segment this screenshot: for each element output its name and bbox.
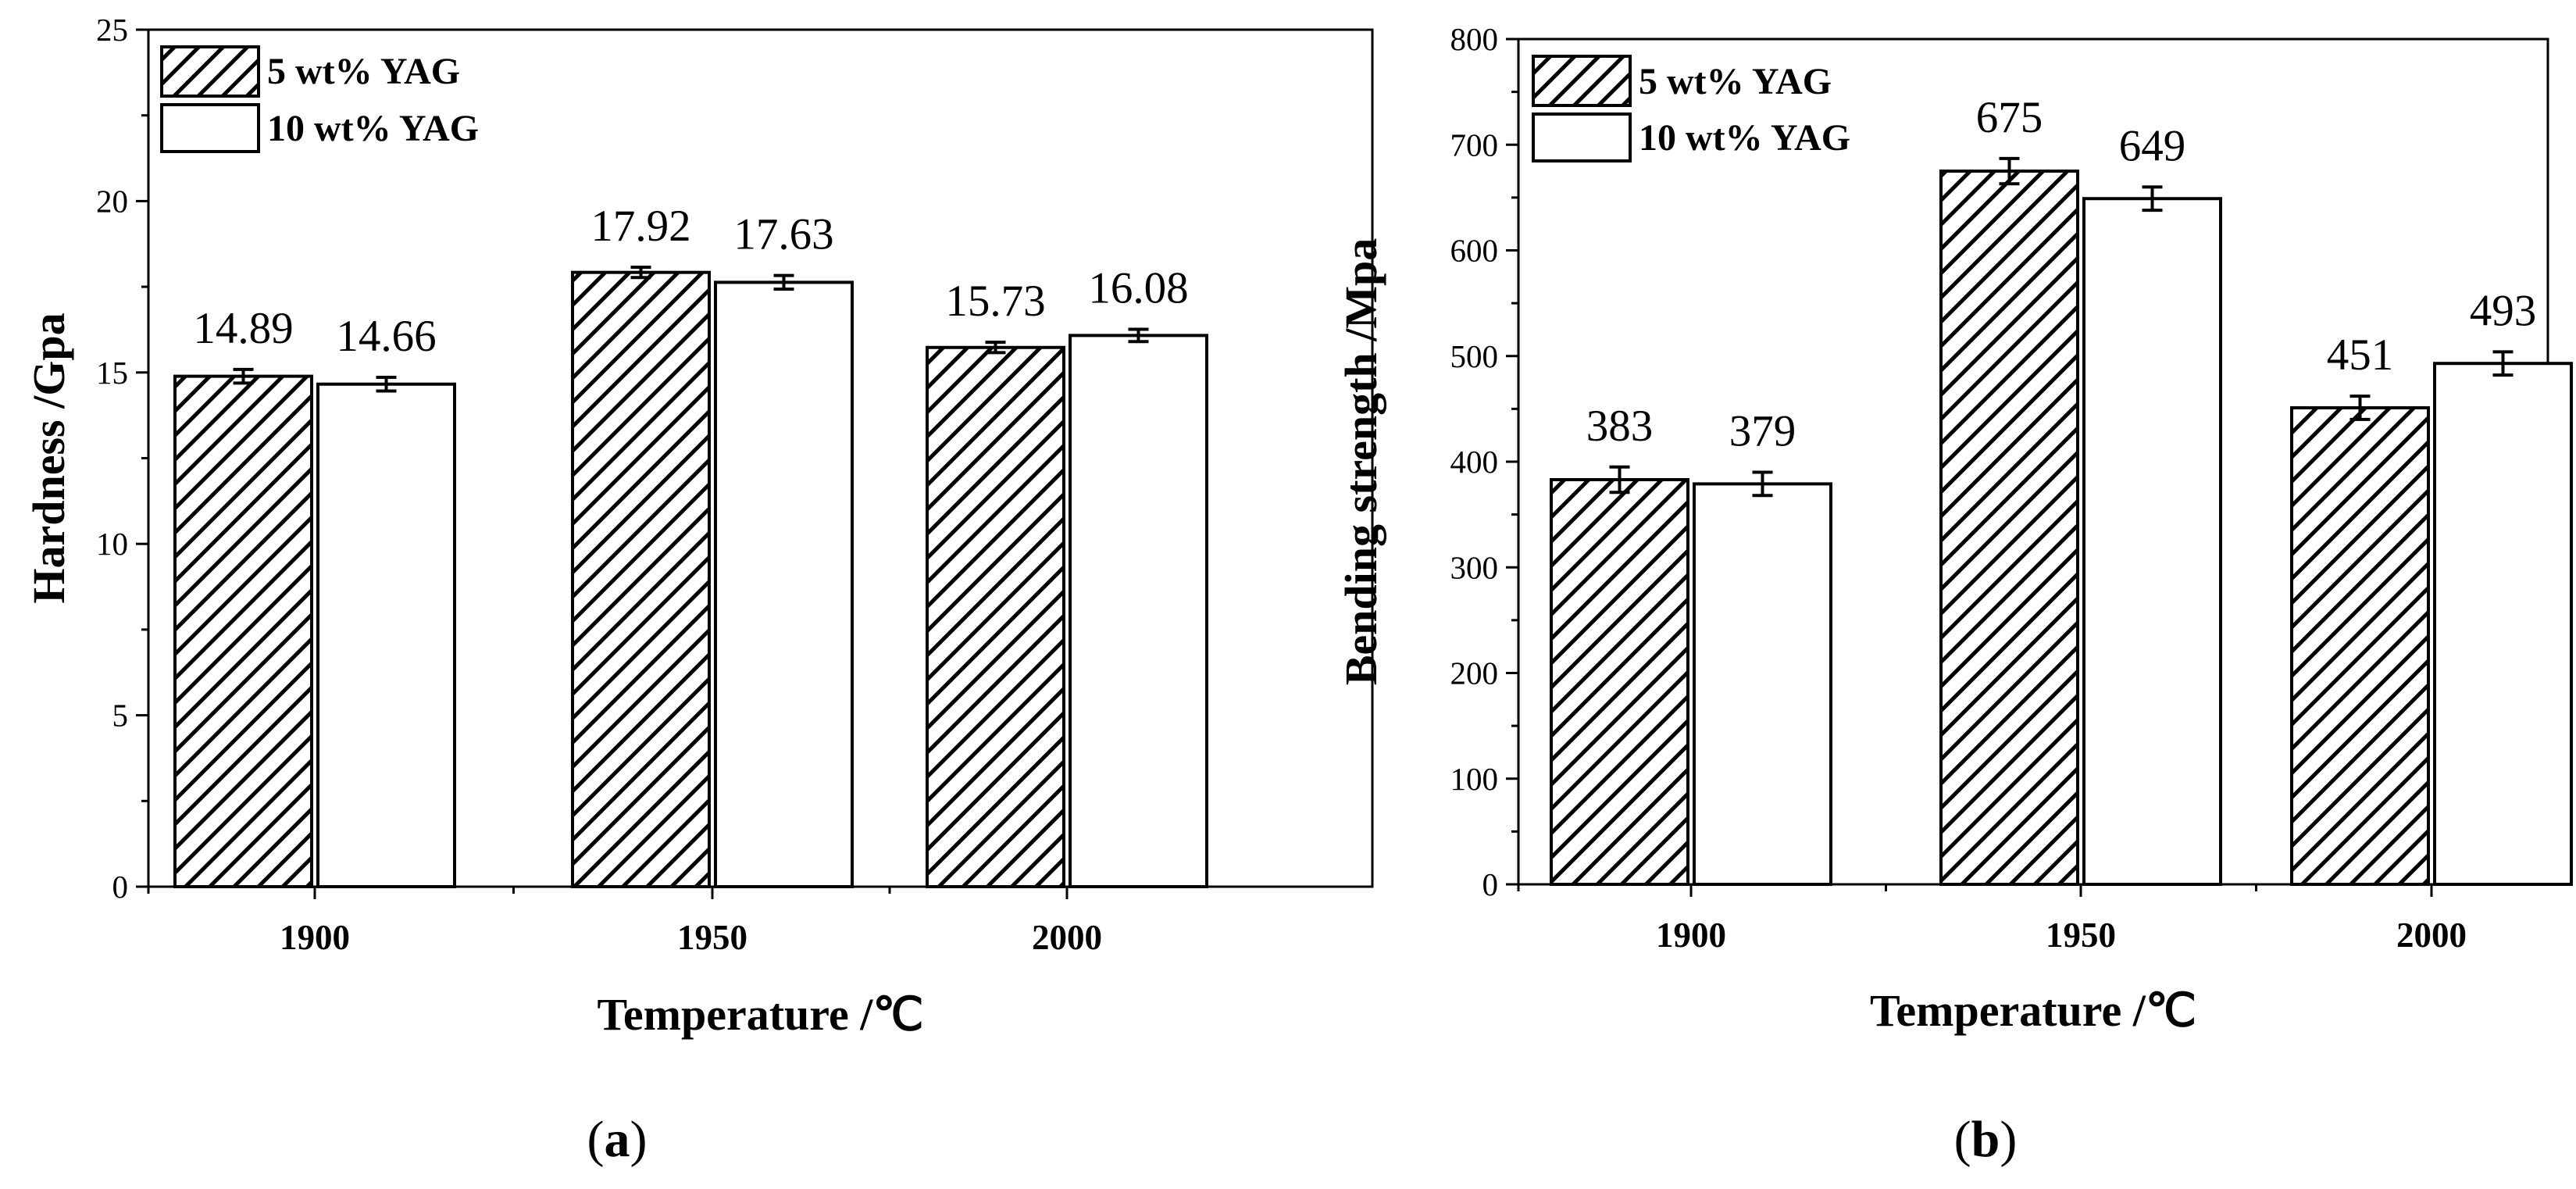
y-axis-label-a: Hardness /Gpa [23,312,74,603]
legend-swatch-open-a [160,103,260,153]
y-tick-label-a: 0 [112,869,129,905]
caption-letter-b: b [1971,1111,2000,1168]
legend-swatch-hatch-b [1532,55,1632,107]
bar-a-s1 [926,345,1065,889]
legend-label-series-2-b: 10 wt% YAG [1639,117,1850,159]
bar-b-s2 [1693,482,1832,886]
data-label-a: 14.66 [336,312,436,361]
y-tick-label-b: 400 [1450,444,1499,480]
data-label-a: 15.73 [945,277,1045,326]
x-axis-label-b: Temperature /℃ [1870,985,2196,1036]
legend-swatch-hatch-a [160,45,260,98]
data-label-b: 379 [1729,407,1796,456]
chart-panel-b: Bending strength /Mpa Temperature /℃ (b)… [1336,21,2573,1168]
y-tick-label-b: 800 [1450,21,1499,57]
bar-b-s2 [2433,362,2573,886]
x-axis-label-a: Temperature /℃ [598,989,924,1040]
bar-b-s2 [2082,197,2222,887]
y-tick-label-b: 0 [1482,866,1499,902]
x-tick-label-b: 2000 [2396,916,2467,955]
legend-label-series-2-a: 10 wt% YAG [267,108,479,149]
legend-label-series-1-a: 5 wt% YAG [267,51,460,92]
y-tick-label-a: 5 [112,698,129,734]
x-tick-label-b: 1950 [2046,916,2116,955]
bar-a-s2 [316,382,456,889]
y-tick-label-b: 700 [1450,127,1499,162]
chart-panel-a: Hardness /Gpa Temperature /℃ (a) 0 5 10 15 2… [23,12,1374,1168]
data-label-b: 493 [2470,286,2537,335]
legend-b: 5 wt% YAG 10 wt% YAG [1532,55,1850,162]
x-tick-label-a: 1900 [280,918,350,957]
bar-b-s1 [2290,406,2430,886]
bar-b-s1 [1550,477,1689,886]
bar-a-s1 [173,374,313,889]
x-tick-label-a: 1950 [677,918,747,957]
data-label-a: 14.89 [193,304,293,353]
bar-a-s1 [571,270,711,888]
y-tick-label-a: 15 [96,355,128,391]
y-tick-label-b: 100 [1450,761,1499,797]
y-axis-label-b: Bending strength /Mpa [1336,238,1386,686]
y-tick-label-a: 10 [96,526,128,562]
data-label-a: 17.63 [733,210,833,259]
caption-close-b: ) [2000,1111,2017,1168]
y-tick-label-b: 600 [1450,233,1499,269]
bar-a-s2 [714,280,854,888]
caption-open-b: ( [1954,1111,1971,1168]
panel-caption-b: (b) [1954,1111,2018,1168]
y-tick-label-a: 25 [96,12,128,48]
bar-a-s2 [1069,334,1208,888]
y-tick-label-b: 300 [1450,549,1499,585]
caption-letter-a: a [605,1111,630,1168]
panel-caption-a: (a) [587,1111,648,1168]
data-label-b: 649 [2119,121,2186,170]
data-label-b: 675 [1976,93,2043,142]
data-label-a: 17.92 [590,202,690,251]
y-tick-label-a: 20 [96,183,128,219]
caption-open-a: ( [587,1111,605,1168]
data-label-b: 383 [1586,402,1654,451]
bar-b-s1 [1939,170,2079,886]
caption-close-a: ) [630,1111,648,1168]
legend-a: 5 wt% YAG 10 wt% YAG [160,45,479,153]
data-label-a: 16.08 [1088,264,1188,313]
x-tick-label-a: 2000 [1032,918,1102,957]
y-tick-label-b: 500 [1450,338,1499,374]
legend-label-series-1-b: 5 wt% YAG [1639,61,1832,102]
x-tick-label-b: 1900 [1656,916,1726,955]
data-label-b: 451 [2327,330,2394,380]
legend-swatch-open-b [1532,112,1632,162]
y-tick-label-b: 200 [1450,655,1499,691]
